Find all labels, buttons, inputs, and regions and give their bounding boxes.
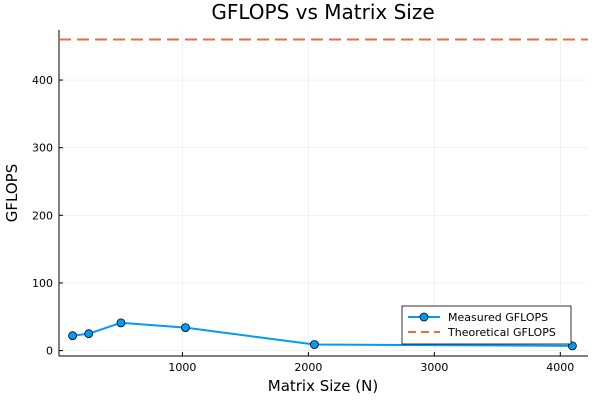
y-tick-label: 100 — [32, 277, 53, 290]
chart-title: GFLOPS vs Matrix Size — [211, 0, 434, 24]
grid — [59, 30, 588, 356]
measured-gflops-point — [181, 323, 190, 332]
y-tick-label: 0 — [46, 345, 53, 358]
legend: Measured GFLOPS Theoretical GFLOPS — [401, 305, 572, 345]
x-tick-label: 4000 — [546, 361, 574, 374]
x-tick-label: 1000 — [168, 361, 196, 374]
measured-gflops-point — [84, 329, 94, 339]
x-tick-label: 2000 — [294, 361, 322, 374]
x-tick-label: 3000 — [420, 361, 448, 374]
measured-gflops-point — [116, 318, 126, 328]
axis-ticks: 1000 2000 3000 4000 0 100 200 300 400 — [32, 74, 574, 374]
measured-gflops-point — [310, 340, 319, 349]
legend-swatch-measured-marker — [419, 312, 429, 322]
x-axis-title: Matrix Size (N) — [268, 377, 378, 395]
series-layer — [59, 38, 588, 351]
y-tick-label: 300 — [32, 142, 53, 155]
legend-label-theoretical: Theoretical GFLOPS — [447, 326, 556, 339]
y-tick-label: 400 — [32, 74, 53, 87]
y-tick-label: 200 — [32, 209, 53, 222]
measured-gflops-point — [68, 331, 78, 341]
y-axis-title: GFLOPS — [3, 164, 21, 222]
legend-label-measured: Measured GFLOPS — [448, 311, 548, 324]
legend-box — [401, 305, 572, 345]
